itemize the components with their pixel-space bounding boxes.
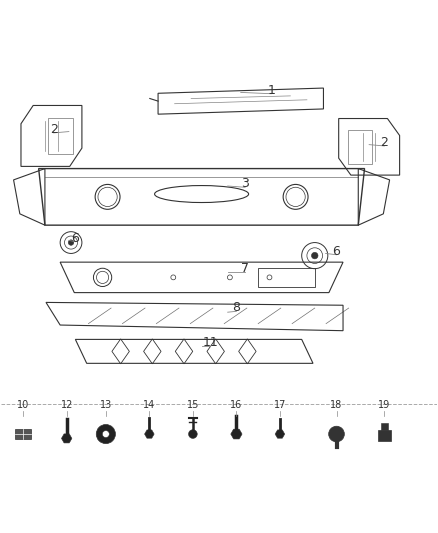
Text: 17: 17 [274, 400, 286, 410]
Bar [381, 423, 388, 430]
Text: 3: 3 [241, 177, 249, 190]
Circle shape [102, 431, 110, 438]
Text: 2: 2 [381, 136, 389, 149]
Text: 19: 19 [378, 400, 391, 410]
Text: 14: 14 [143, 400, 155, 410]
Circle shape [96, 424, 116, 443]
Circle shape [188, 430, 197, 439]
Polygon shape [61, 434, 72, 443]
Text: 1: 1 [267, 84, 275, 96]
Text: 10: 10 [17, 400, 29, 410]
Polygon shape [231, 429, 242, 439]
Text: 7: 7 [241, 262, 249, 275]
Polygon shape [275, 430, 285, 438]
Text: 6: 6 [71, 232, 79, 245]
Text: 15: 15 [187, 400, 199, 410]
Circle shape [68, 240, 74, 245]
Text: 2: 2 [49, 123, 57, 136]
Circle shape [311, 252, 318, 259]
Bar [378, 430, 391, 441]
Text: 18: 18 [330, 400, 343, 410]
Circle shape [328, 426, 344, 442]
Bar [15, 429, 31, 439]
Text: 12: 12 [60, 400, 73, 410]
Text: 6: 6 [332, 245, 340, 258]
Polygon shape [145, 430, 154, 438]
Text: 11: 11 [202, 336, 218, 349]
Text: 13: 13 [100, 400, 112, 410]
Text: 16: 16 [230, 400, 243, 410]
Text: 8: 8 [233, 301, 240, 314]
